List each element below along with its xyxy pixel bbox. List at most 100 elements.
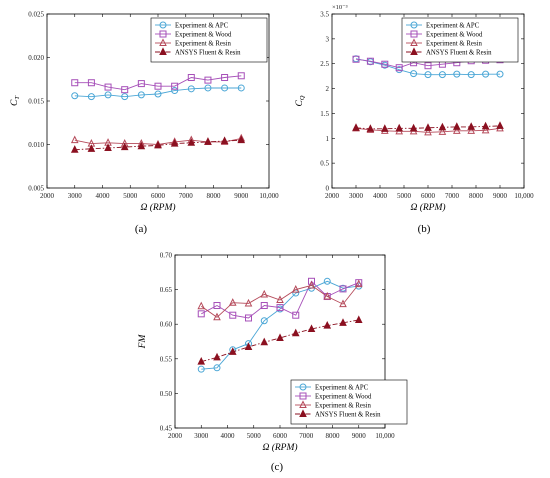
x-tick-label: 6000 (273, 432, 288, 440)
data-point (197, 365, 205, 373)
data-point (339, 285, 347, 293)
data-point (197, 301, 206, 310)
y-tick-label: 1.5 (320, 110, 329, 118)
panel-label: (b) (418, 223, 431, 235)
data-point (381, 60, 389, 68)
data-point (87, 144, 96, 152)
data-point (424, 127, 432, 136)
legend-swatch-marker (299, 392, 307, 400)
data-point (339, 318, 347, 326)
data-point (244, 298, 253, 307)
data-point (104, 143, 112, 151)
data-point (366, 124, 375, 132)
data-point (276, 304, 284, 312)
data-point (104, 91, 112, 99)
series-line (355, 127, 501, 133)
data-point (237, 84, 245, 92)
data-point (187, 74, 195, 82)
x-tick-label: 9000 (234, 192, 249, 200)
series-line (201, 280, 359, 319)
data-point (308, 277, 315, 285)
data-point (395, 123, 404, 132)
data-point (170, 139, 179, 147)
y-axis-label: FM (138, 334, 148, 350)
data-point (352, 55, 360, 63)
data-point (70, 145, 79, 153)
y-axis-label-main: C (10, 99, 20, 106)
legend-entry-label: ANSYS Fluent & Resin (426, 50, 492, 57)
data-point (171, 82, 179, 90)
x-tick-label: 10,000 (259, 192, 279, 200)
x-tick-label: 2000 (168, 432, 183, 440)
data-point (228, 347, 237, 355)
legend-swatch-marker (159, 30, 167, 38)
data-point (438, 127, 447, 135)
data-point (438, 71, 446, 79)
x-tick-label: 7000 (179, 192, 194, 200)
legend-entry-label: Experiment & APC (315, 385, 369, 392)
data-point (245, 314, 252, 322)
legend: Experiment & APC Experiment & Wood Experim… (150, 17, 268, 63)
data-point (438, 122, 447, 131)
chart-panel-2: 2000 3000 4000 5000 6000 7000 8000 9000 10,000 0 0… (295, 4, 534, 235)
data-point (467, 122, 476, 130)
series-4 (197, 315, 363, 365)
legend-entry-label: Experiment & Resin (175, 41, 231, 48)
series-line (355, 58, 500, 76)
y-tick-label: 3 (326, 35, 330, 43)
data-point (276, 333, 284, 342)
legend-swatch-marker (299, 400, 307, 408)
legend-swatch-marker (299, 409, 307, 417)
data-point (395, 64, 403, 72)
data-point (221, 74, 229, 82)
series-3 (197, 279, 363, 321)
data-point (339, 299, 347, 308)
data-point (120, 142, 129, 151)
data-point (221, 84, 229, 92)
y-tick-label: 0.45 (160, 425, 173, 433)
legend-entry-label: Experiment & Resin (315, 403, 371, 410)
data-point (228, 298, 237, 306)
data-point (354, 315, 363, 324)
data-point (323, 291, 332, 300)
legend-entry-label: Experiment & APC (175, 23, 229, 30)
legend-swatch-marker (159, 21, 167, 29)
data-point (187, 138, 196, 146)
legend-entry-label: Experiment & Resin (426, 41, 482, 48)
x-axis-label: Ω (RPM) (140, 202, 175, 213)
y-tick-label: 0.015 (28, 98, 44, 106)
x-tick-label: 7000 (299, 432, 314, 440)
legend-entry-label: Experiment & Wood (426, 32, 483, 39)
legend: Experiment & APC Experiment & Wood Experim… (401, 17, 519, 63)
legend-swatch-marker (410, 38, 418, 46)
data-point (291, 328, 300, 337)
data-point (213, 352, 221, 361)
data-point (366, 57, 374, 65)
y-tick-label: 0.55 (160, 355, 173, 363)
x-tick-label: 3000 (194, 432, 209, 440)
legend-swatch-marker (159, 47, 167, 55)
data-point (154, 90, 162, 98)
x-tick-label: 4000 (96, 192, 111, 200)
y-tick-label: 1 (326, 135, 330, 143)
y-tick-label: 0.025 (28, 11, 44, 19)
y-axis-label-subscript: T (14, 96, 21, 100)
data-point (237, 135, 246, 144)
x-tick-label: 5000 (397, 192, 412, 200)
y-tick-label: 0.010 (28, 141, 44, 149)
series-2 (71, 72, 245, 94)
x-tick-label: 10,000 (375, 432, 395, 440)
x-tick-label: 4000 (373, 192, 388, 200)
x-axis-label: Ω (RPM) (410, 202, 445, 213)
x-tick-label: 6000 (421, 192, 436, 200)
y-axis-label-subscript: Q (299, 95, 306, 100)
x-tick-label: 6000 (151, 192, 166, 200)
data-point (220, 136, 229, 145)
y-tick-label: 0.65 (160, 286, 173, 294)
series-4 (70, 135, 246, 153)
data-point (260, 289, 269, 298)
legend-swatch-marker (410, 47, 418, 55)
chart-panel-3: 2000 3000 4000 5000 6000 7000 8000 9000 10,000 0.… (138, 252, 408, 473)
x-tick-label: 4000 (221, 432, 236, 440)
y-axis-label-main: FM (138, 334, 148, 350)
